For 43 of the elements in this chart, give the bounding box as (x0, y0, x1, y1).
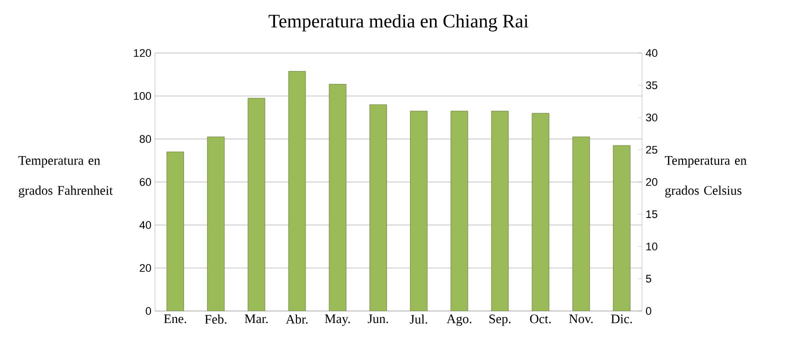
y2-tick-label: 35 (646, 81, 658, 90)
x-tick-label: Ene. (164, 314, 186, 324)
bar (532, 113, 550, 311)
y2-tick-label: 15 (646, 210, 658, 218)
x-tick-label: Sep. (489, 314, 510, 326)
y-tick-label: 60 (140, 178, 152, 186)
bar (248, 98, 266, 311)
y-tick-label: 100 (134, 92, 152, 100)
bar (491, 110, 509, 311)
y2-tick-label: 25 (646, 146, 658, 154)
text: Temperatura en grados Fahrenheit (18, 156, 113, 198)
bar (410, 110, 428, 311)
y-tick-label: 40 (139, 221, 152, 229)
x-tick-label: Jul. (410, 314, 428, 324)
y-tick-label: 0 (146, 307, 152, 315)
x-tick-label: Oct. (530, 314, 551, 324)
bar (288, 71, 306, 311)
bar (613, 145, 630, 311)
bar (166, 152, 184, 311)
bar (370, 104, 387, 311)
y2-tick-label: 30 (646, 114, 658, 122)
y-tick-label: 20 (140, 264, 152, 272)
chart-title: Temperatura media en Chiang Rai (268, 14, 528, 32)
y2-tick-label: 40 (646, 49, 658, 57)
y-tick-label: 120 (134, 49, 152, 57)
bar (450, 110, 468, 311)
x-tick-label: Feb. (204, 314, 226, 324)
y2-tick-label: 0 (646, 307, 652, 315)
bar (572, 136, 590, 311)
y2-tick-label: 5 (646, 274, 652, 283)
x-tick-label: Nov. (569, 314, 593, 324)
x-tick-label: Abr. (286, 314, 308, 324)
y-tick-label: 80 (140, 135, 152, 143)
x-tick-label: Dic. (611, 314, 632, 324)
text: Temperatura en grados Celsius (664, 156, 747, 198)
x-tick-label: Mar. (244, 314, 268, 324)
bar (328, 84, 346, 311)
x-tick-label: Jun. (368, 314, 388, 324)
x-tick-label: May. (324, 314, 350, 326)
y2-tick-label: 10 (646, 242, 658, 250)
bar (207, 136, 225, 311)
x-tick-label: Ago. (446, 314, 472, 326)
y2-tick-label: 20 (646, 178, 658, 186)
